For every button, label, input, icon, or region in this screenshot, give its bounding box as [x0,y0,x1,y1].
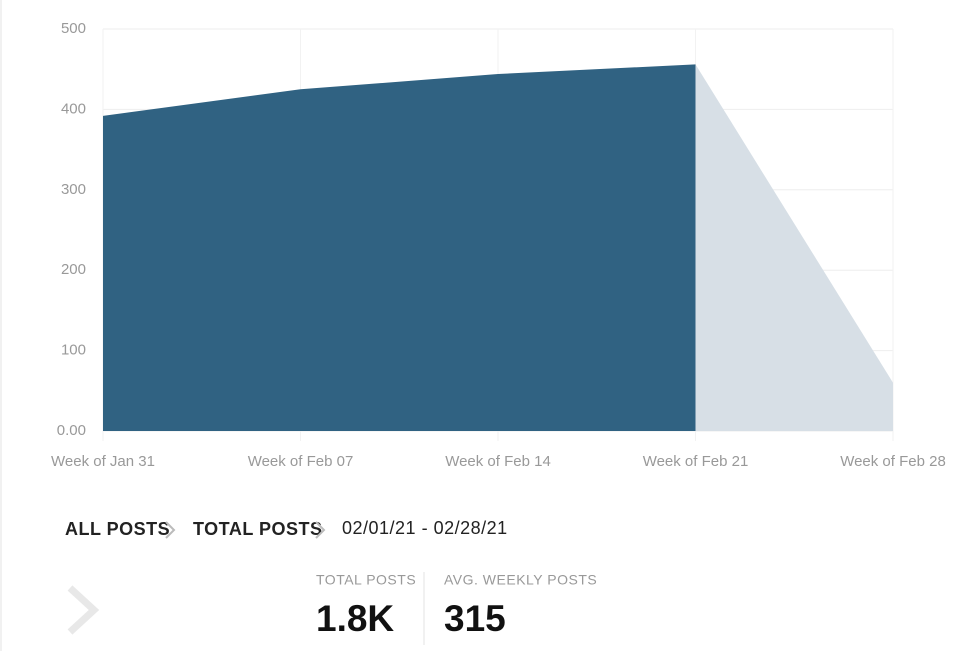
x-tick-label: Week of Feb 21 [643,453,749,470]
stat-value: 1.8K [316,598,394,639]
y-tick-label: 400 [61,100,86,117]
y-tick-label: 0.00 [57,422,86,439]
stat-label: AVG. WEEKLY POSTS [444,572,597,588]
area [695,64,893,431]
x-tick-label: Week of Feb 28 [840,453,946,470]
chevron [315,521,326,539]
y-tick-label: 100 [61,342,86,359]
chevron [165,521,176,539]
chart: 0.00 100 200 300 400 500 Week of Jan 31 Week of… [51,20,946,470]
x-tick-label: Week of Feb 14 [445,453,551,470]
y-tick-label: 200 [61,261,86,278]
breadcrumb-item[interactable]: TOTAL POSTS [193,519,323,539]
nav-chevron[interactable] [67,585,100,635]
y-tick-label: 300 [61,181,86,198]
area [103,64,696,431]
x-tick-label: Week of Jan 31 [51,453,155,470]
stat-label: TOTAL POSTS [316,572,416,588]
stat-value: 315 [444,598,506,639]
breadcrumb-item[interactable]: ALL POSTS [65,519,170,539]
x-tick-label: Week of Feb 07 [248,453,354,470]
date-range: 02/01/21 - 02/28/21 [342,518,508,538]
y-tick-label: 500 [61,20,86,37]
